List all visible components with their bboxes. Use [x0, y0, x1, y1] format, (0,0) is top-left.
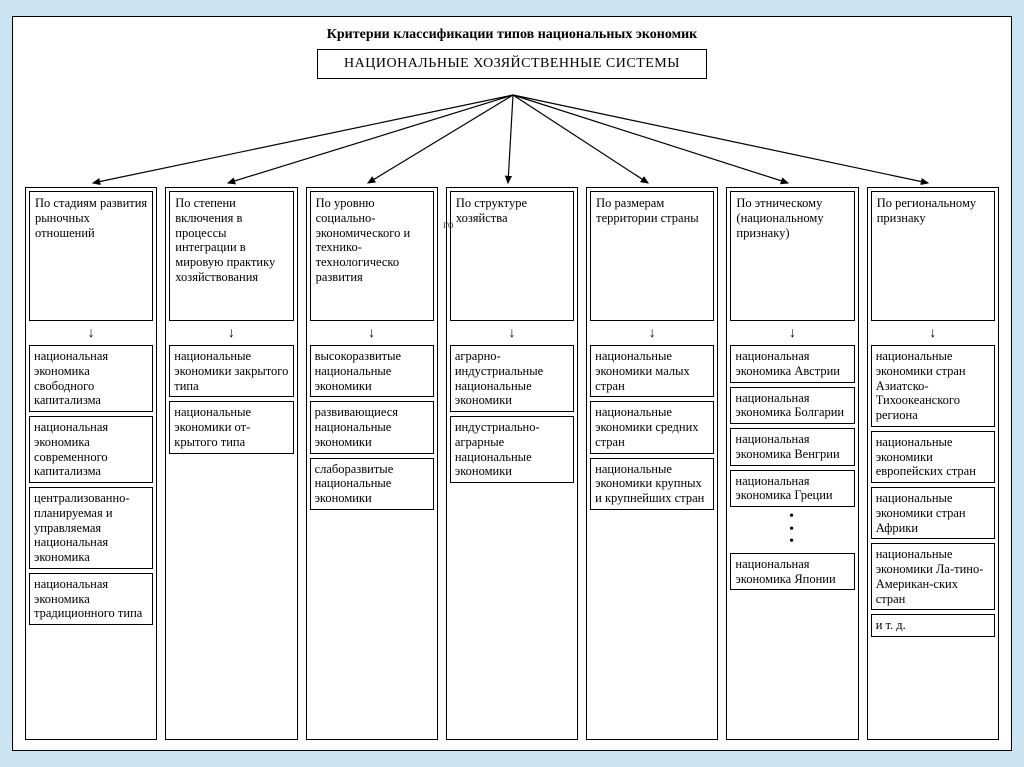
criterion-box: По структуре хозяйства — [450, 191, 574, 321]
item-box: национальные экономики закрытого типа — [169, 345, 293, 397]
column-2: По уровню социально-экономического и тех… — [306, 187, 438, 740]
item-box: слаборазвитые национальные экономики — [310, 458, 434, 510]
item-box: национальные экономики Ла-тино-Американ-… — [871, 543, 995, 610]
item-box: национальная экономика Болгарии — [730, 387, 854, 425]
criterion-box: По степени включения в процессы интеграц… — [169, 191, 293, 321]
criterion-box: По размерам территории страны — [590, 191, 714, 321]
items-list: национальные экономики стран Азиатско-Ти… — [871, 345, 995, 736]
arrow-down-icon: ↓ — [590, 327, 714, 341]
columns-container: По стадиям развития рыночных отношений ↓ н… — [25, 187, 999, 740]
item-box: национальная экономика Австрии — [730, 345, 854, 383]
arrow-down-icon: ↓ — [29, 327, 153, 341]
arrow-down-icon: ↓ — [169, 327, 293, 341]
item-box: национальная экономика Японии — [730, 553, 854, 591]
item-box: национальные экономики европейских стран — [871, 431, 995, 483]
page-title: Критерии классификации типов национальны… — [23, 27, 1001, 43]
criterion-box: По региональному признаку — [871, 191, 995, 321]
arrow-down-icon: ↓ — [310, 327, 434, 341]
item-box: индустриально-аграрные национальные экон… — [450, 416, 574, 483]
items-list: национальная экономика Австрии национальн… — [730, 345, 854, 736]
criterion-box: По стадиям развития рыночных отношений — [29, 191, 153, 321]
item-box: национальные экономики от-крытого типа — [169, 401, 293, 453]
item-box: национальные экономики стран Азиатско-Ти… — [871, 345, 995, 427]
column-0: По стадиям развития рыночных отношений ↓ н… — [25, 187, 157, 740]
items-list: национальные экономики малых страннацион… — [590, 345, 714, 736]
item-box: национальные экономики крупных и крупней… — [590, 458, 714, 510]
arrow-down-icon: ↓ — [871, 327, 995, 341]
root-box: НАЦИОНАЛЬНЫЕ ХОЗЯЙСТВЕННЫЕ СИСТЕМЫ — [317, 49, 707, 79]
item-box: национальные экономики стран Африки — [871, 487, 995, 539]
item-box: национальная экономика Греции — [730, 470, 854, 508]
items-list: национальная экономика свободного капита… — [29, 345, 153, 736]
item-box: централизованно-планируемая и управляема… — [29, 487, 153, 569]
items-list: аграрно-индустриальные национальные экон… — [450, 345, 574, 736]
arrow-down-icon: ↓ — [730, 327, 854, 341]
items-list: высокоразвитые национальные экономикираз… — [310, 345, 434, 736]
item-box: высокоразвитые национальные экономики — [310, 345, 434, 397]
criterion-box: По уровню социально-экономического и тех… — [310, 191, 434, 321]
column-1: По степени включения в процессы интеграц… — [165, 187, 297, 740]
ellipsis-dots: ••• — [730, 511, 854, 549]
item-box: и т. д. — [871, 614, 995, 637]
item-box: национальные экономики малых стран — [590, 345, 714, 397]
fanout-arrows — [13, 17, 1013, 197]
item-box: национальная экономика традиционного тип… — [29, 573, 153, 625]
item-box: развивающиеся национальные экономики — [310, 401, 434, 453]
item-box: национальная экономика свободного капита… — [29, 345, 153, 412]
item-box: аграрно-индустриальные национальные экон… — [450, 345, 574, 412]
item-box: национальная экономика современного капи… — [29, 416, 153, 483]
root-box-wrap: НАЦИОНАЛЬНЫЕ ХОЗЯЙСТВЕННЫЕ СИСТЕМЫ — [23, 49, 1001, 79]
column-5: По этническому (национальному признаку) ↓… — [726, 187, 858, 740]
criterion-box: По этническому (национальному признаку) — [730, 191, 854, 321]
column-6: По региональному признаку ↓ национальные э… — [867, 187, 999, 740]
item-box: национальные экономики средних стран — [590, 401, 714, 453]
item-box: национальная экономика Венгрии — [730, 428, 854, 466]
column-4: По размерам территории страны ↓ национальн… — [586, 187, 718, 740]
arrow-down-icon: ↓ — [450, 327, 574, 341]
column-3: По структуре хозяйства ↓ аграрно-индустриа… — [446, 187, 578, 740]
items-list: национальные экономики закрытого типанац… — [169, 345, 293, 736]
diagram-sheet: Критерии классификации типов национальны… — [12, 16, 1012, 751]
